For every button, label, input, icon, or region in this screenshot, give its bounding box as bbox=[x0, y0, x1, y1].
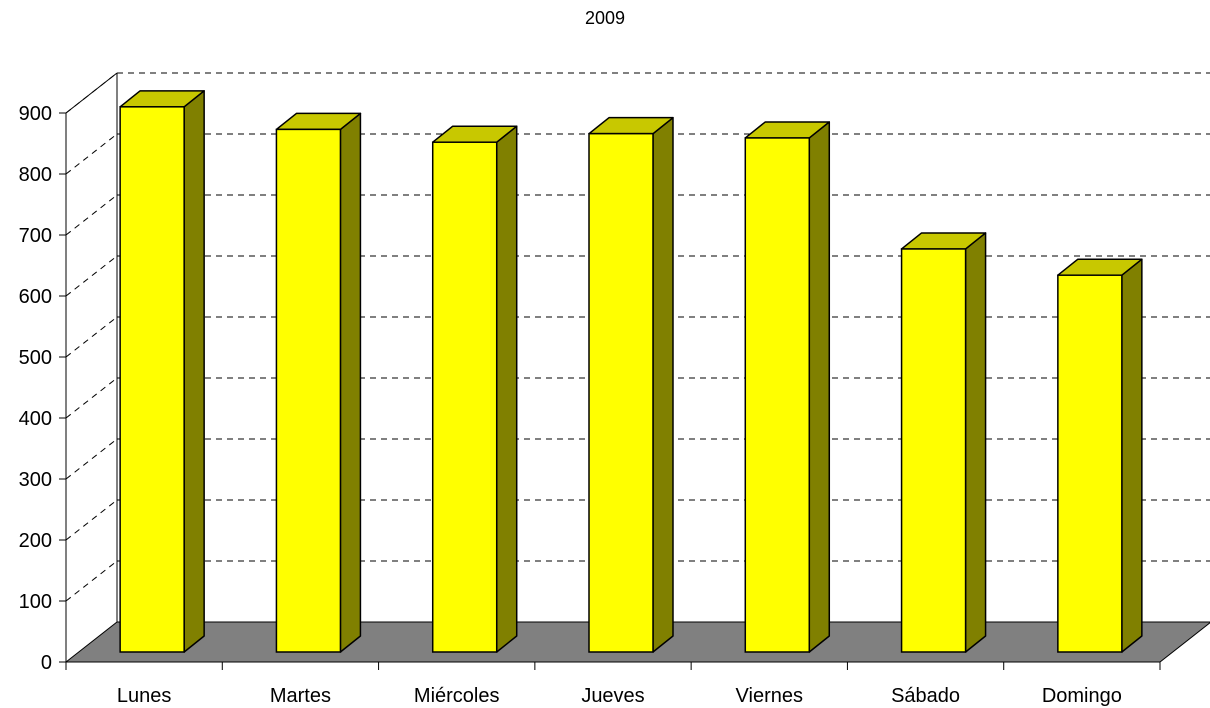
bar bbox=[119, 90, 205, 653]
gridline-diagonal bbox=[65, 133, 118, 175]
y-tick-label: 100 bbox=[19, 591, 52, 613]
x-tick-label: Domingo bbox=[1042, 685, 1122, 707]
y-tick-label: 300 bbox=[19, 469, 52, 491]
bar bbox=[1057, 258, 1143, 653]
chart-axes bbox=[59, 72, 1161, 670]
gridline-diagonal bbox=[65, 194, 118, 236]
y-tick-label: 600 bbox=[19, 286, 52, 308]
bar-front bbox=[900, 248, 967, 653]
gridline-diagonal bbox=[65, 499, 118, 541]
x-tick-label: Jueves bbox=[581, 685, 644, 707]
bar-front bbox=[588, 132, 654, 653]
bar-side bbox=[495, 125, 518, 653]
x-tick-label: Lunes bbox=[117, 685, 172, 707]
bar bbox=[744, 121, 831, 653]
x-tick-label: Martes bbox=[270, 685, 331, 707]
left-wall-top-edge bbox=[65, 72, 118, 114]
y-tick-label: 800 bbox=[19, 164, 52, 186]
y-tick-label: 900 bbox=[19, 103, 52, 125]
gridline-diagonal bbox=[65, 377, 118, 419]
gridline-diagonal bbox=[65, 255, 118, 297]
bar-front bbox=[744, 137, 811, 653]
x-tick-label: Sábado bbox=[891, 685, 960, 707]
y-tick-labels: 0 100 200 300 400 500 600 700 800 900 bbox=[19, 103, 52, 674]
bar-side bbox=[1121, 258, 1143, 653]
gridline-diagonal bbox=[65, 316, 118, 358]
bar-side bbox=[808, 121, 831, 653]
bar bbox=[900, 232, 987, 653]
bar-side bbox=[339, 112, 362, 653]
chart-walls bbox=[116, 72, 1210, 622]
bars bbox=[119, 90, 1143, 653]
bar bbox=[275, 112, 362, 653]
bar bbox=[431, 125, 518, 653]
bar-front bbox=[275, 128, 342, 653]
x-tick-label: Viernes bbox=[736, 685, 803, 707]
bar-side bbox=[964, 232, 987, 653]
gridline-diagonal bbox=[65, 560, 118, 602]
y-tick-label: 0 bbox=[41, 652, 52, 674]
bar-front bbox=[431, 141, 498, 653]
x-tick-label: Miércoles bbox=[414, 685, 500, 707]
bar-side bbox=[183, 90, 205, 653]
y-tick-label: 700 bbox=[19, 225, 52, 247]
gridline-diagonal bbox=[65, 438, 118, 480]
y-tick-label: 200 bbox=[19, 530, 52, 552]
x-tick-labels: Lunes Martes Miércoles Jueves Viernes Sábado D… bbox=[117, 685, 1122, 707]
y-tick-label: 500 bbox=[19, 347, 52, 369]
y-tick-label: 400 bbox=[19, 408, 52, 430]
bar bbox=[588, 116, 674, 653]
chart-title: 2009 bbox=[584, 8, 626, 28]
bar-side bbox=[652, 116, 674, 653]
bar-front bbox=[1057, 274, 1123, 653]
bar-front bbox=[119, 106, 185, 653]
